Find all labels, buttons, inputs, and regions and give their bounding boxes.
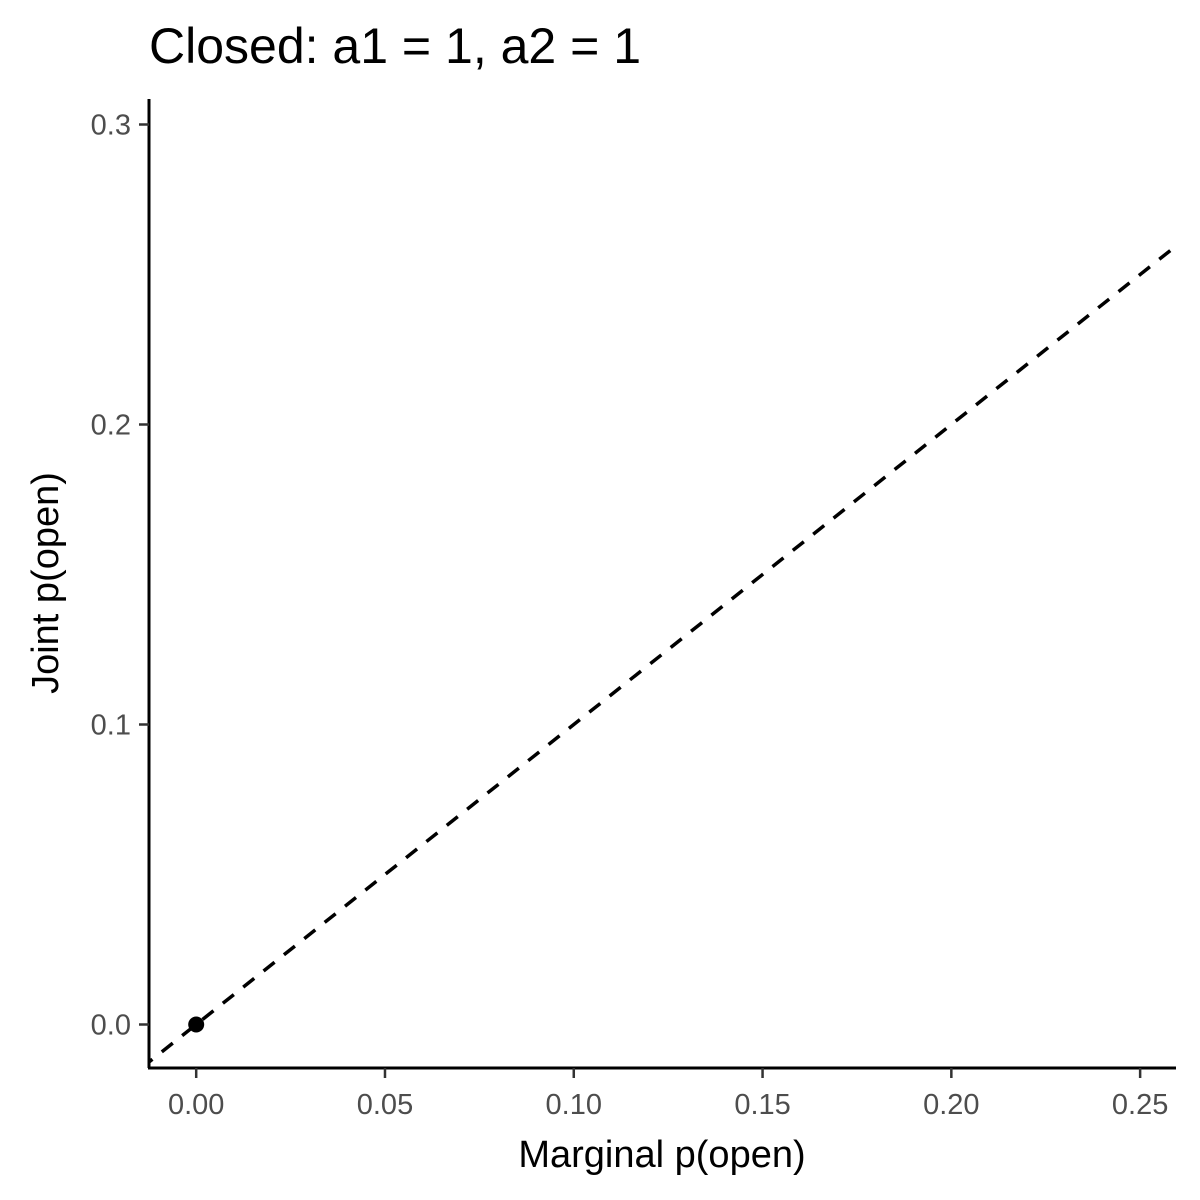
- y-tick-label: 0.3: [91, 110, 131, 142]
- x-tick-label: 0.15: [734, 1089, 790, 1121]
- y-tick-label: 0.2: [91, 410, 131, 442]
- x-tick-label: 0.25: [1112, 1089, 1168, 1121]
- x-tick-label: 0.00: [168, 1089, 224, 1121]
- x-tick-label: 0.20: [923, 1089, 979, 1121]
- data-point-0: [188, 1016, 205, 1033]
- y-tick-label: 0.0: [91, 1010, 131, 1042]
- identity-reference-line: [149, 243, 1176, 1065]
- x-tick-label: 0.10: [546, 1089, 602, 1121]
- chart-title: Closed: a1 = 1, a2 = 1: [149, 18, 641, 74]
- x-axis-title: Marginal p(open): [518, 1134, 805, 1176]
- y-tick-label: 0.1: [91, 710, 131, 742]
- y-axis-title: Joint p(open): [25, 472, 67, 694]
- x-tick-label: 0.05: [357, 1089, 413, 1121]
